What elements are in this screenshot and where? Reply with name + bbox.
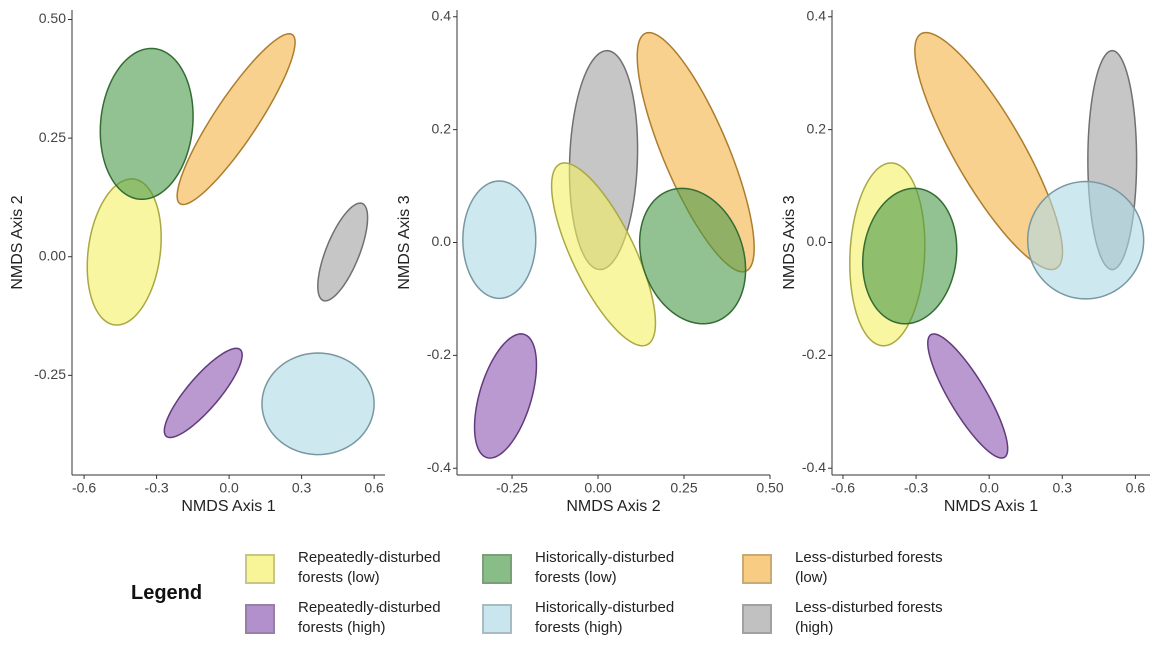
- legend-swatch: [742, 604, 772, 634]
- legend-label: Repeatedly-disturbed forests (low): [298, 549, 441, 586]
- ellipse: [861, 187, 958, 325]
- y-axis-title: NMDS Axis 3: [396, 195, 413, 289]
- ellipse: [86, 178, 162, 326]
- legend-item: Historically-disturbed forests (high): [482, 598, 732, 644]
- chart: -0.6 -0.3 0.0 0.3 0.6 -0.25 0.00 0.25 0.50 NMDS A…: [9, 7, 1150, 515]
- x-axis-title: NMDS Axis 2: [566, 498, 660, 515]
- legend-label: Less-disturbed forests (high): [795, 599, 943, 636]
- x-tick-label: 0.25: [670, 480, 697, 496]
- legend-label: Historically-disturbed forests (low): [535, 549, 675, 586]
- x-tick-label: -0.3: [145, 480, 169, 496]
- ellipse: [927, 333, 1009, 459]
- y-tick-label: 0.2: [807, 120, 827, 136]
- ellipse: [638, 187, 747, 325]
- ellipse: [176, 32, 296, 206]
- x-tick-label: 0.3: [292, 480, 312, 496]
- legend-title: Legend: [131, 582, 203, 604]
- ellipse: [914, 31, 1064, 271]
- y-tick-label: -0.25: [34, 366, 66, 382]
- legend-item: Less-disturbed forests (low): [742, 548, 992, 594]
- x-tick-label: 0.00: [584, 480, 611, 496]
- y-tick-label: 0.25: [39, 129, 66, 145]
- legend-label: Less-disturbed forests (low): [795, 549, 943, 586]
- legend-swatch: [245, 604, 275, 634]
- x-tick-label: 0.0: [979, 480, 999, 496]
- y-tick-label: 0.4: [432, 7, 452, 23]
- x-tick-label: -0.3: [904, 480, 928, 496]
- legend-label: Repeatedly-disturbed forests (high): [298, 599, 441, 636]
- legend-item: Less-disturbed forests (high): [742, 598, 992, 644]
- ellipse: [99, 47, 194, 201]
- ellipse: [163, 347, 243, 439]
- y-tick-label: 0.0: [432, 233, 452, 249]
- y-tick-label: 0.2: [432, 120, 452, 136]
- legend-item: Repeatedly-disturbed forests (high): [245, 598, 495, 644]
- ellipse: [317, 202, 369, 302]
- y-tick-label: -0.4: [427, 459, 451, 475]
- x-tick-label: 0.50: [756, 480, 783, 496]
- y-tick-label: 0.0: [807, 233, 827, 249]
- legend-item: Historically-disturbed forests (low): [482, 548, 732, 594]
- y-tick-label: -0.2: [427, 346, 451, 362]
- x-axis-title: NMDS Axis 1: [181, 498, 275, 515]
- legend-swatch: [742, 554, 772, 584]
- legend-swatch: [482, 554, 512, 584]
- y-tick-label: 0.50: [39, 10, 66, 26]
- y-axis-title: NMDS Axis 2: [9, 195, 26, 289]
- x-tick-label: 0.3: [1053, 480, 1073, 496]
- x-tick-label: -0.25: [496, 480, 528, 496]
- legend-label: Historically-disturbed forests (high): [535, 599, 675, 636]
- legend-swatch: [245, 554, 275, 584]
- ellipse: [462, 180, 537, 300]
- x-tick-label: 0.6: [364, 480, 384, 496]
- x-tick-label: 0.0: [219, 480, 239, 496]
- legend-item: Repeatedly-disturbed forests (low): [245, 548, 495, 594]
- ellipse: [1026, 180, 1145, 300]
- y-tick-label: -0.2: [802, 346, 826, 362]
- y-tick-label: 0.00: [39, 247, 66, 263]
- legend-swatch: [482, 604, 512, 634]
- y-axis-title: NMDS Axis 3: [781, 195, 798, 289]
- ellipse: [550, 162, 657, 347]
- ellipse: [473, 333, 538, 459]
- y-tick-label: -0.4: [802, 459, 826, 475]
- ellipse: [261, 352, 375, 456]
- x-tick-label: -0.6: [72, 480, 96, 496]
- x-tick-label: 0.6: [1126, 480, 1146, 496]
- x-tick-label: -0.6: [831, 480, 855, 496]
- y-tick-label: 0.4: [807, 7, 827, 23]
- x-axis-title: NMDS Axis 1: [944, 498, 1038, 515]
